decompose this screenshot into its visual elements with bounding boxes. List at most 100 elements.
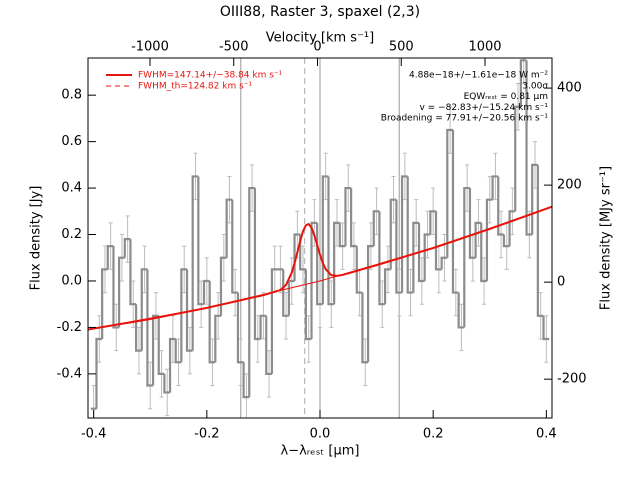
spectrum-step [519,59,527,107]
spectrum-step [174,339,182,364]
spectrum-step [95,337,103,409]
spectrum-step [129,239,137,306]
spectrum-step [106,245,114,270]
spectrum-step [101,268,108,340]
spectrum-step [253,188,261,341]
spectrum-step [180,268,188,363]
y-tick-label: 0.0 [61,273,82,288]
spectrum-step [423,233,431,281]
axes: -0.4 -0.2 0.0 0.2 0.4 -1000 -500 0 500 1000 -0.4 -0… [57,40,587,442]
x2-tick-label: 500 [389,40,414,55]
spectrum-step [304,269,312,341]
spectrum-step [146,269,154,387]
spectrum-step [344,186,352,247]
spectrum-step [248,186,255,398]
x2-tick-label: -1000 [131,40,169,55]
x-tick-label: 0.0 [310,427,331,442]
fit-line [88,205,552,331]
spectrum-step [299,234,306,271]
spectrum-step [259,314,267,340]
spectrum-step [310,221,318,340]
spectrum-step [242,362,250,399]
x2-tick-label: 1000 [468,40,501,55]
spectrum-step [485,198,493,281]
spectrum-step [502,234,510,248]
spectrum-step [185,269,193,352]
spectrum-step [525,60,533,236]
y-tick-label: 0.4 [61,181,82,196]
legend-label: FWHM=147.14+/−38.84 km s⁻¹ [138,71,283,81]
y2-tick-label: 0 [557,275,565,290]
spectrum-step [497,176,504,236]
legend-label: FWHM_th=124.82 km s⁻¹ [138,82,253,92]
annotation: Broadening = 77.91+/−20.56 km s⁻¹ [381,114,549,124]
spectrum-step [140,268,148,351]
spectrum-step [214,314,221,363]
y2-tick-label: 400 [557,81,582,96]
spectrum-step [118,256,125,328]
spectrum-step [542,315,550,341]
spectrum-step [366,245,374,363]
spectrum-step [429,210,436,235]
spectrum-step [395,199,403,294]
spectrum-step [134,304,142,352]
spectrum-step [531,163,538,235]
y2-tick-label: 200 [557,178,582,193]
x2-tick-label: 0 [313,40,321,55]
spectrum-step [463,186,470,328]
x2-tick-label: -500 [219,40,249,55]
spectrum-step [434,211,442,271]
spectrum-step [316,222,323,306]
annotation: v = −82.83+/−15.24 km s⁻¹ [419,103,548,113]
spectrum-step [440,256,448,270]
spectrum-step [202,279,210,305]
y2-tick-label: -200 [557,372,587,387]
plot-area [88,58,552,418]
spectrum-step [236,292,244,364]
spectrum-step [112,246,120,329]
spectrum-step [508,210,516,247]
spectrum-step [157,315,165,375]
spectrum-step [514,105,521,212]
spectrum-step [270,268,278,374]
spectrum-step [400,175,408,293]
spectrum-step [457,292,465,329]
x-tick-label: 0.4 [536,427,557,442]
chart-title: OIII88, Raster 3, spaxel (2,3) [220,4,420,20]
spectrum-step [417,222,425,283]
spectrum-step [282,269,289,317]
spectrum-step [350,188,357,248]
spectrum-step [265,315,272,375]
y-tick-label: 0.2 [61,227,82,242]
x-tick-label: 0.2 [423,427,444,442]
x-tick-label: -0.2 [194,427,219,442]
spectrum-step [151,314,159,386]
spectrum-step [361,292,369,364]
spectrum-step [163,373,171,394]
spectrum-step [197,176,204,306]
spectrum-step [383,268,391,305]
spectrum-step [536,164,544,317]
spectrum-step [451,130,459,294]
annotation: 3.00σ [522,81,548,91]
y-tick-label: 0.8 [61,88,82,103]
spectrum-step [231,199,238,294]
spectrum-step [491,175,499,200]
spectrum-step [372,210,380,247]
spectrum-step [468,188,476,259]
spectrum-step [355,246,363,294]
y-tick-label: 0.6 [61,134,82,149]
spectrum-step [474,221,482,258]
spectrum-step [327,176,335,306]
annotation: 4.88e−18+/−1.61e−18 W m⁻² [409,71,548,81]
y2-axis-label: Flux density [MJy sr⁻¹] [599,166,614,310]
x2-axis-label: Velocity [km s⁻¹] [266,31,374,46]
y-tick-label: -0.4 [57,366,82,381]
spectrum-step [378,211,386,306]
spectrum-step [168,337,176,393]
annotation: EQWᵣₑₛₜ = 0.81 μm [464,92,548,102]
spectrum-step [219,256,227,316]
spectrum-step [406,176,414,294]
